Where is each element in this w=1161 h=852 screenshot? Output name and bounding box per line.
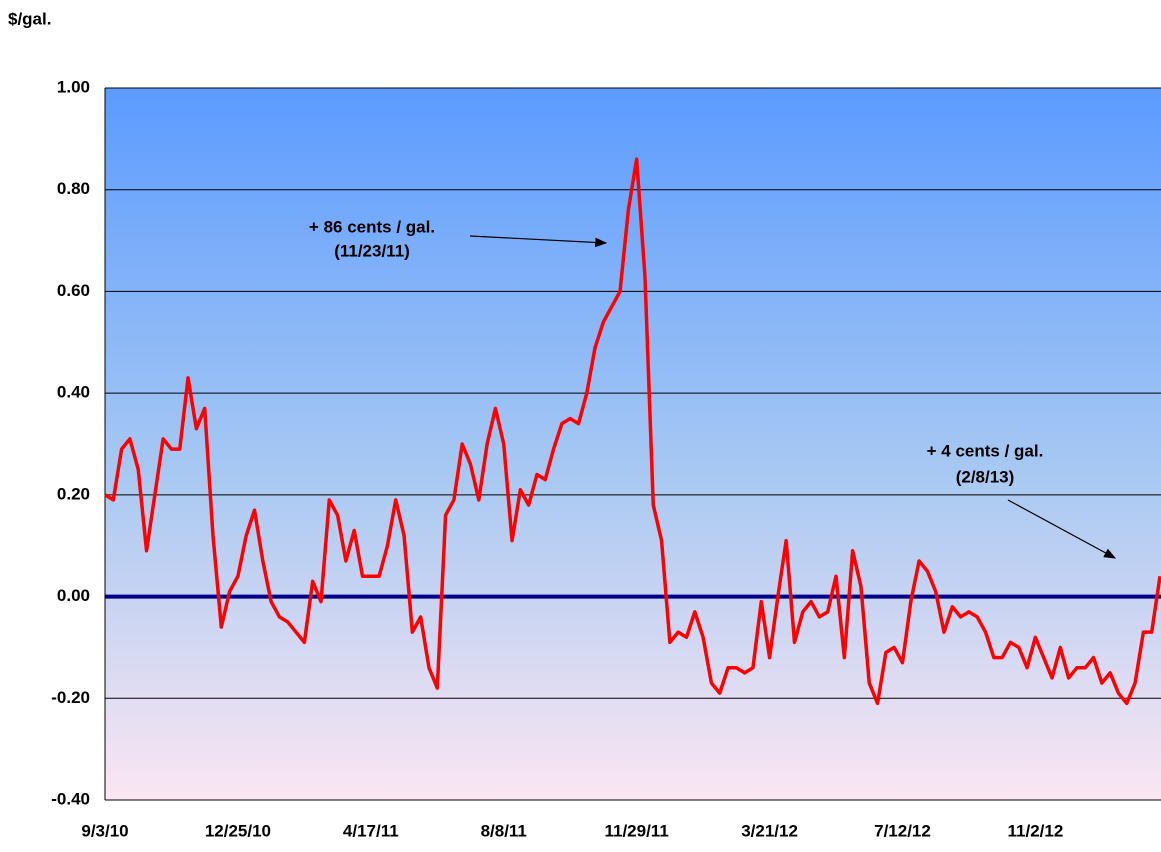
y-axis-label: $/gal. — [8, 9, 51, 28]
x-tick-label: 4/17/11 — [343, 821, 399, 840]
x-tick-label: 11/29/11 — [604, 821, 668, 840]
y-tick-label: 0.40 — [57, 383, 90, 402]
y-tick-label: 0.60 — [57, 281, 90, 300]
y-tick-label: 0.20 — [57, 484, 90, 503]
annotation-arrow — [469, 235, 608, 248]
y-tick-label: 1.00 — [57, 77, 90, 96]
y-tick-label: -0.40 — [51, 789, 90, 808]
annotation: (11/23/11) — [334, 241, 410, 260]
x-tick-label: 9/3/10 — [81, 821, 128, 840]
plot-background — [105, 88, 1161, 800]
x-tick-label: 12/25/10 — [205, 821, 271, 840]
y-tick-label: -0.20 — [51, 688, 90, 707]
x-tick-label: 7/12/12 — [874, 821, 931, 840]
x-tick-label: 3/21/12 — [741, 821, 798, 840]
x-tick-label: 11/2/12 — [1008, 821, 1064, 840]
x-tick-label: 8/8/11 — [481, 821, 527, 840]
y-tick-label: 0.80 — [57, 179, 90, 198]
annotation: + 4 cents / gal. — [927, 441, 1044, 460]
annotation: (2/8/13) — [956, 467, 1015, 486]
data-line — [104, 157, 1161, 706]
annotation: + 86 cents / gal. — [309, 217, 435, 236]
y-tick-label: 0.00 — [57, 586, 90, 605]
annotation-arrow — [1007, 499, 1117, 559]
